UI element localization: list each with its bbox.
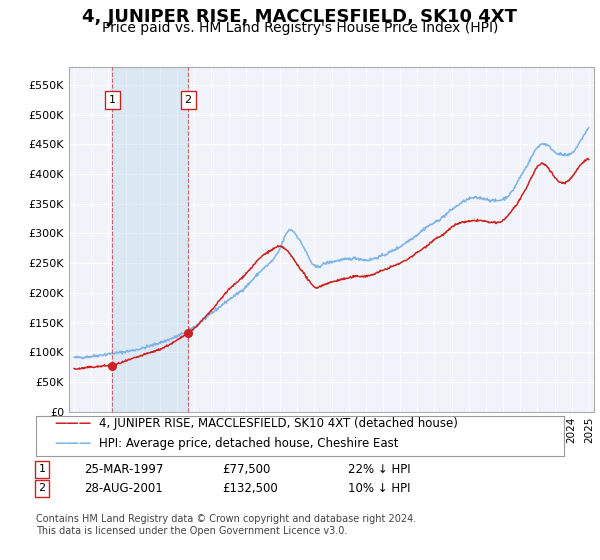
Text: 25-MAR-1997: 25-MAR-1997 xyxy=(84,463,163,476)
Text: 4, JUNIPER RISE, MACCLESFIELD, SK10 4XT: 4, JUNIPER RISE, MACCLESFIELD, SK10 4XT xyxy=(83,8,517,26)
Text: £77,500: £77,500 xyxy=(222,463,271,476)
Text: 2: 2 xyxy=(38,483,46,493)
Text: 4, JUNIPER RISE, MACCLESFIELD, SK10 4XT (detached house): 4, JUNIPER RISE, MACCLESFIELD, SK10 4XT … xyxy=(99,417,458,430)
Bar xyxy=(112,67,188,412)
Text: ———: ——— xyxy=(54,417,91,430)
Text: 22% ↓ HPI: 22% ↓ HPI xyxy=(348,463,410,476)
Text: Price paid vs. HM Land Registry's House Price Index (HPI): Price paid vs. HM Land Registry's House … xyxy=(102,21,498,35)
Text: ———: ——— xyxy=(54,437,91,450)
Text: Contains HM Land Registry data © Crown copyright and database right 2024.
This d: Contains HM Land Registry data © Crown c… xyxy=(36,514,416,536)
Text: 28-AUG-2001: 28-AUG-2001 xyxy=(84,482,163,495)
Text: 10% ↓ HPI: 10% ↓ HPI xyxy=(348,482,410,495)
Text: £132,500: £132,500 xyxy=(222,482,278,495)
Text: 2: 2 xyxy=(185,95,191,105)
Text: 1: 1 xyxy=(109,95,116,105)
Text: HPI: Average price, detached house, Cheshire East: HPI: Average price, detached house, Ches… xyxy=(99,437,398,450)
Text: 1: 1 xyxy=(38,464,46,474)
